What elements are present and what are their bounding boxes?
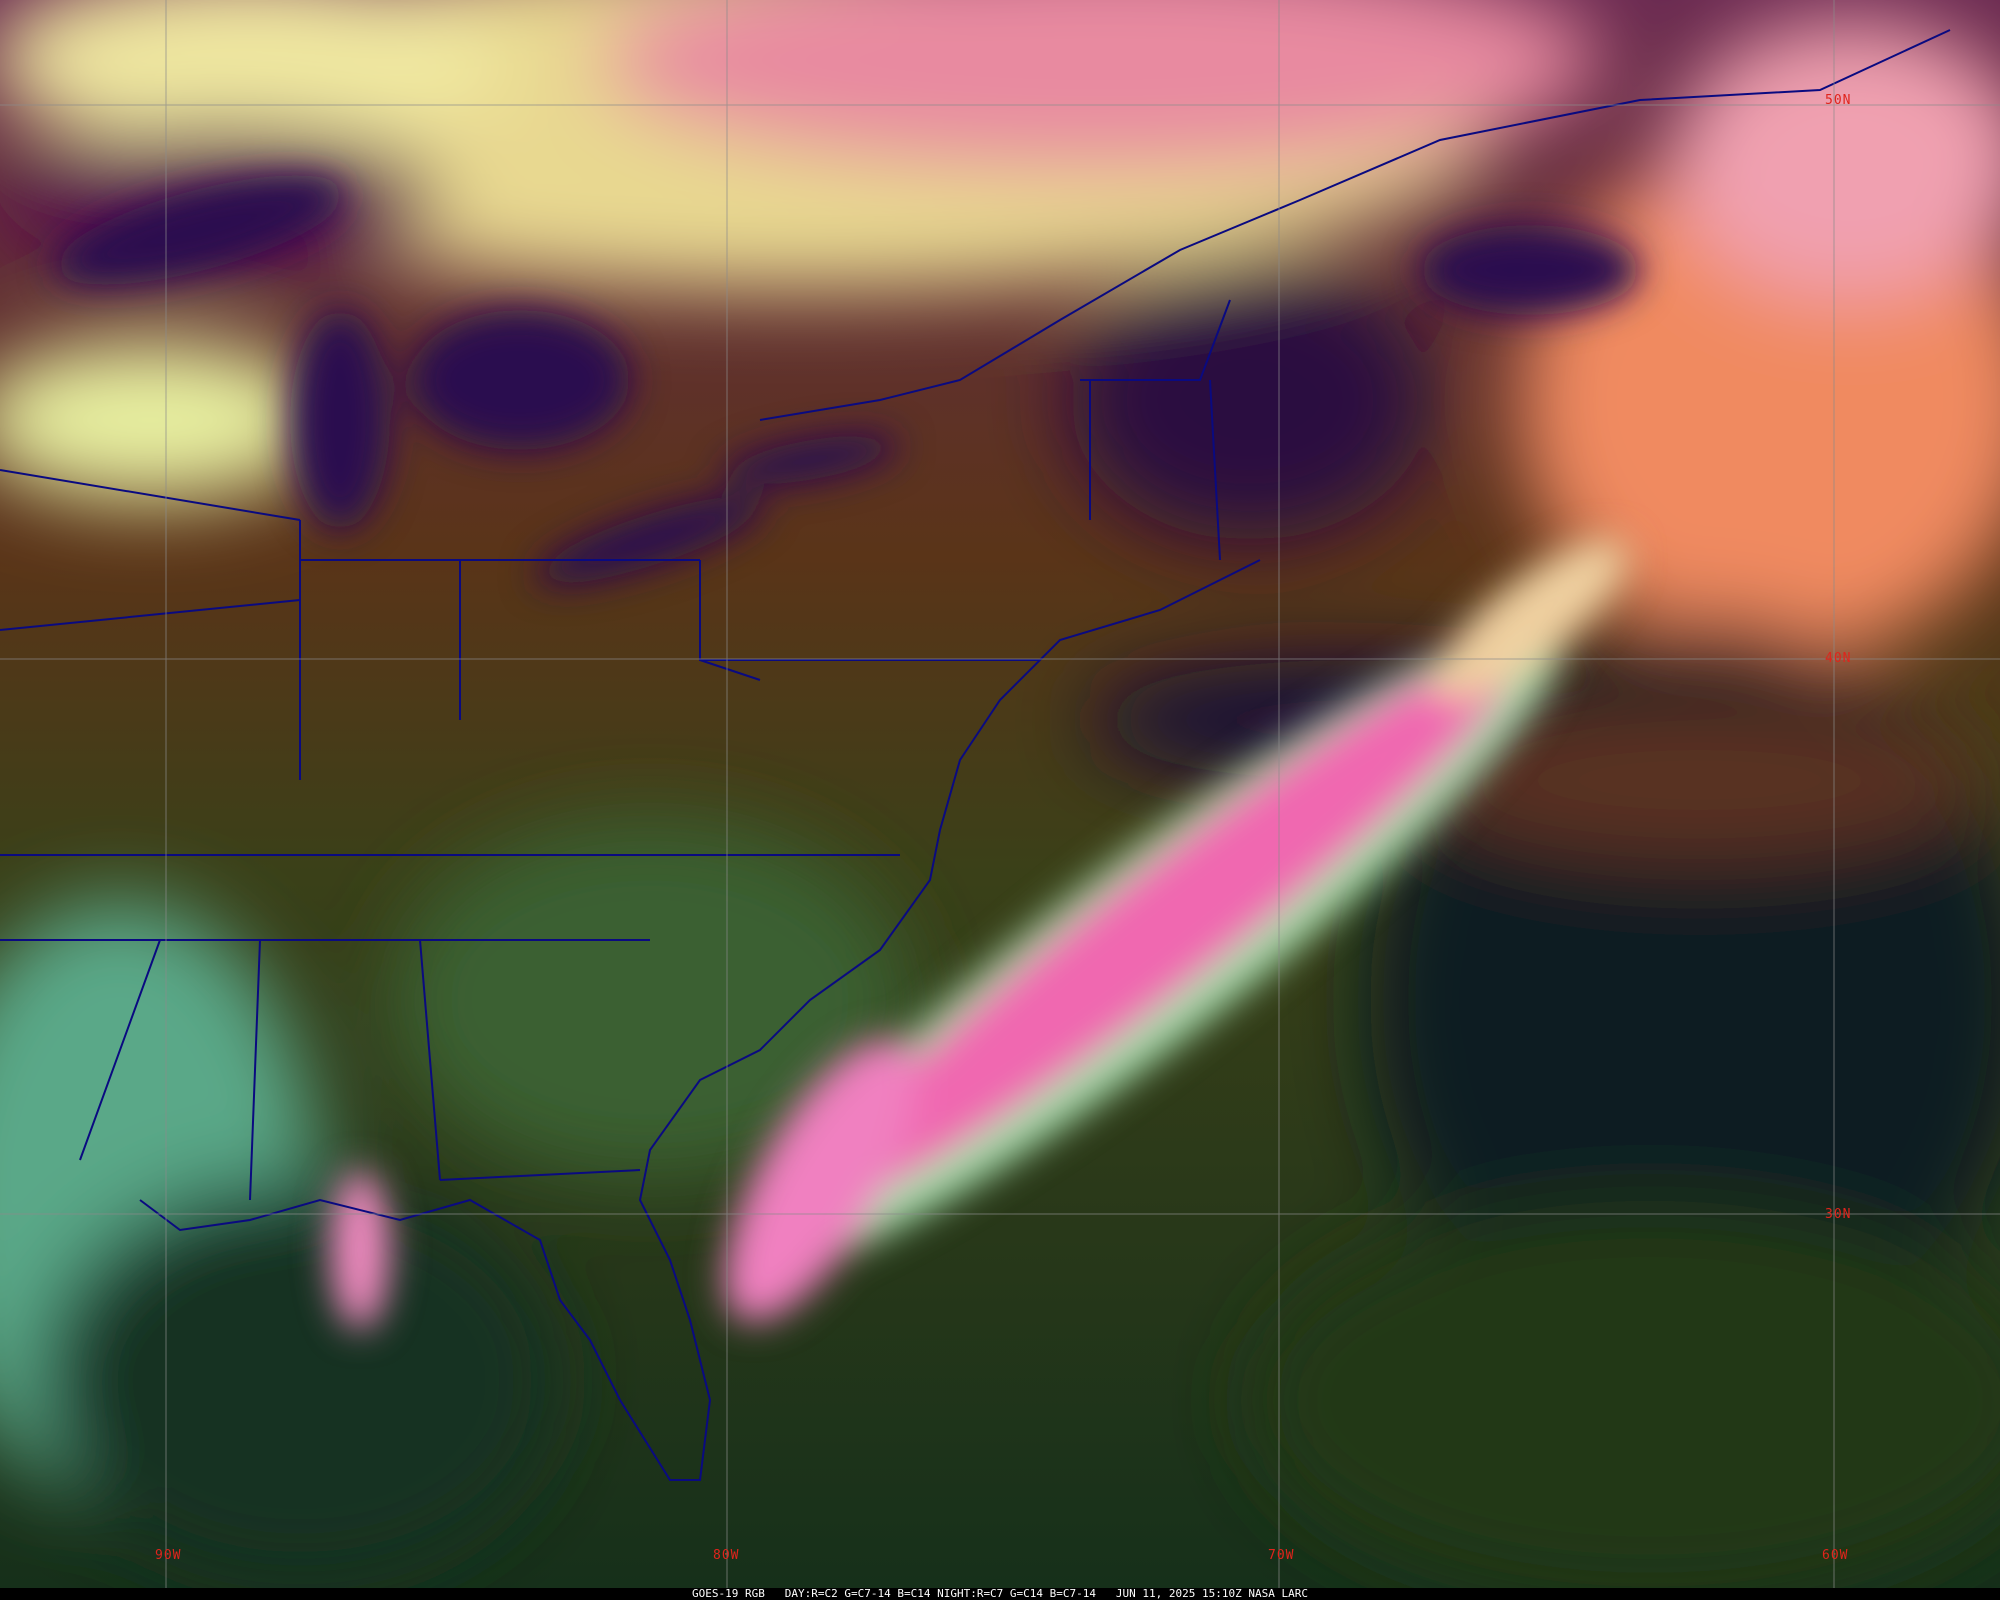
lon-label-90w: 90W [155, 1548, 182, 1563]
lon-label-80w: 80W [713, 1548, 740, 1563]
lon-label-70w: 70W [1268, 1548, 1295, 1563]
image-caption: GOES-19 RGB DAY:R=C2 G=C7-14 B=C14 NIGHT… [0, 1588, 2000, 1600]
great-lakes [54, 175, 1640, 585]
coastline-and-borders [0, 29, 1951, 1481]
lat-label-40n: 40N [1825, 651, 1852, 666]
lat-label-50n: 50N [1825, 93, 1852, 108]
lon-label-60w: 60W [1822, 1548, 1849, 1563]
lat-label-30n: 30N [1825, 1207, 1852, 1222]
frontal-cloud-band [330, 539, 1628, 1330]
